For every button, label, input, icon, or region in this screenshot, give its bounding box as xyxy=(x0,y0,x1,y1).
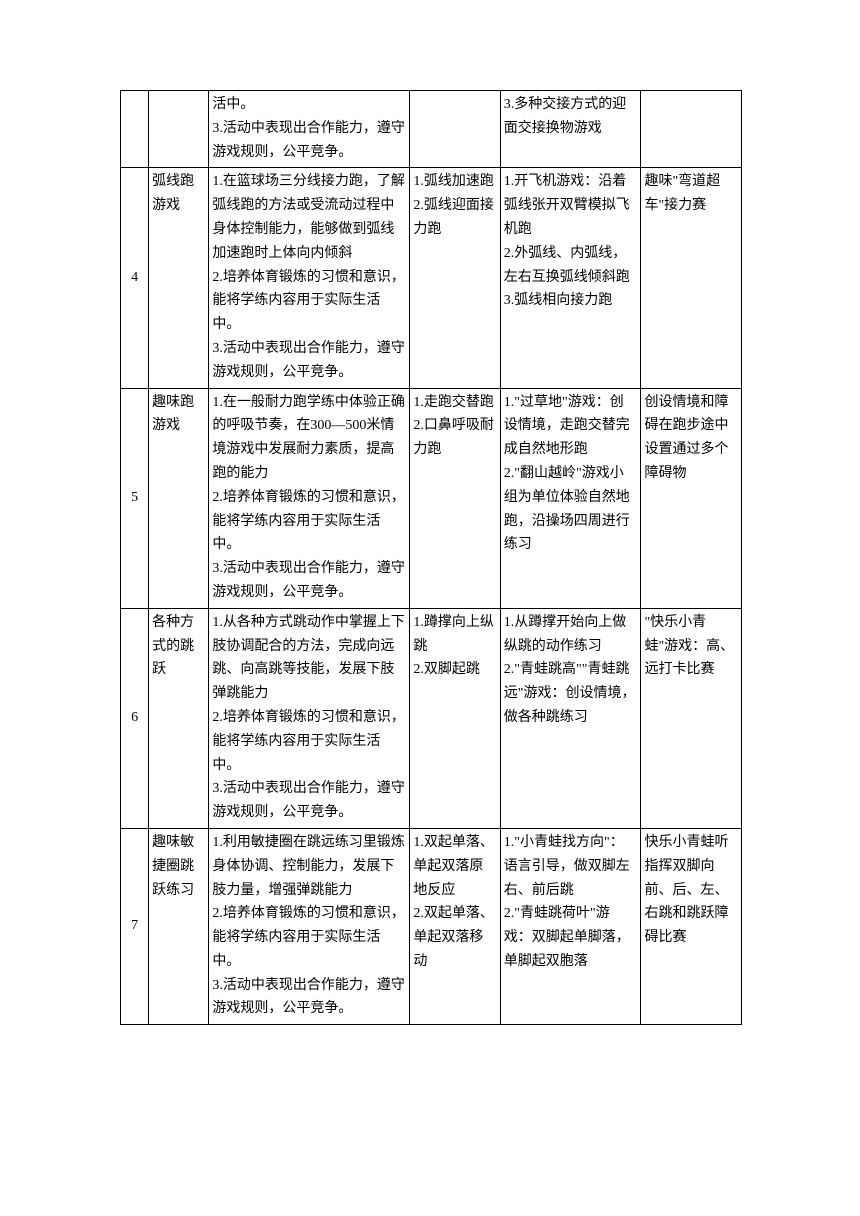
table-row: 5趣味跑游戏1.在一般耐力跑学练中体验正确的呼吸节奏，在300—500米情境游戏… xyxy=(121,388,742,608)
row-number: 7 xyxy=(121,828,149,1024)
lesson-title: 弧线跑游戏 xyxy=(149,168,209,388)
key-points xyxy=(410,91,500,168)
activities: 1.从蹲撑开始向上做纵跳的动作练习2."青蛙跳高""青蛙跳远"游戏：创设情境，做… xyxy=(500,608,641,828)
curriculum-table: 活中。3.活动中表现出合作能力，遵守游戏规则，公平竞争。 3.多种交接方式的迎面交… xyxy=(120,90,742,1025)
objectives: 1.在一般耐力跑学练中体验正确的呼吸节奏，在300—500米情境游戏中发展耐力素… xyxy=(209,388,410,608)
objectives: 1.在篮球场三分线接力跑，了解弧线跑的方法或受流动过程中身体控制能力，能够做到弧… xyxy=(209,168,410,388)
objectives: 活中。3.活动中表现出合作能力，遵守游戏规则，公平竞争。 xyxy=(209,91,410,168)
row-number: 4 xyxy=(121,168,149,388)
table-row: 活中。3.活动中表现出合作能力，遵守游戏规则，公平竞争。 3.多种交接方式的迎面交… xyxy=(121,91,742,168)
extra: 快乐小青蛙听指挥双脚向前、后、左、右跳和跳跃障碍比赛 xyxy=(641,828,742,1024)
objectives: 1.利用敏捷圈在跳远练习里锻炼身体协调、控制能力，发展下肢力量，增强弹跳能力2.… xyxy=(209,828,410,1024)
key-points: 1.双起单落、单起双落原地反应2.双起单落、单起双落移动 xyxy=(410,828,500,1024)
activities: 3.多种交接方式的迎面交接换物游戏 xyxy=(500,91,641,168)
row-number: 6 xyxy=(121,608,149,828)
key-points: 1.蹲撑向上纵跳2.双脚起跳 xyxy=(410,608,500,828)
lesson-title: 趣味敏捷圈跳跃练习 xyxy=(149,828,209,1024)
table-row: 4弧线跑游戏1.在篮球场三分线接力跑，了解弧线跑的方法或受流动过程中身体控制能力… xyxy=(121,168,742,388)
objectives: 1.从各种方式跳动作中掌握上下肢协调配合的方法，完成向远跳、向高跳等技能，发展下… xyxy=(209,608,410,828)
key-points: 1.弧线加速跑2.弧线迎面接力跑 xyxy=(410,168,500,388)
extra: 创设情境和障碍在跑步途中设置通过多个障碍物 xyxy=(641,388,742,608)
extra: 趣味"弯道超车"接力赛 xyxy=(641,168,742,388)
key-points: 1.走跑交替跑2.口鼻呼吸耐力跑 xyxy=(410,388,500,608)
lesson-title: 各种方式的跳跃 xyxy=(149,608,209,828)
lesson-title xyxy=(149,91,209,168)
lesson-title: 趣味跑游戏 xyxy=(149,388,209,608)
activities: 1.开飞机游戏：沿着弧线张开双臂模拟飞机跑2.外弧线、内弧线，左右互换弧线倾斜跑… xyxy=(500,168,641,388)
activities: 1."小青蛙找方向"：语言引导，做双脚左右、前后跳2."青蛙跳荷叶"游戏：双脚起… xyxy=(500,828,641,1024)
row-number: 5 xyxy=(121,388,149,608)
activities: 1."过草地"游戏：创设情境，走跑交替完成自然地形跑2."翻山越岭"游戏小组为单… xyxy=(500,388,641,608)
extra xyxy=(641,91,742,168)
row-number xyxy=(121,91,149,168)
extra: "快乐小青蛙"游戏：高、远打卡比赛 xyxy=(641,608,742,828)
table-row: 7趣味敏捷圈跳跃练习1.利用敏捷圈在跳远练习里锻炼身体协调、控制能力，发展下肢力… xyxy=(121,828,742,1024)
table-row: 6各种方式的跳跃1.从各种方式跳动作中掌握上下肢协调配合的方法，完成向远跳、向高… xyxy=(121,608,742,828)
